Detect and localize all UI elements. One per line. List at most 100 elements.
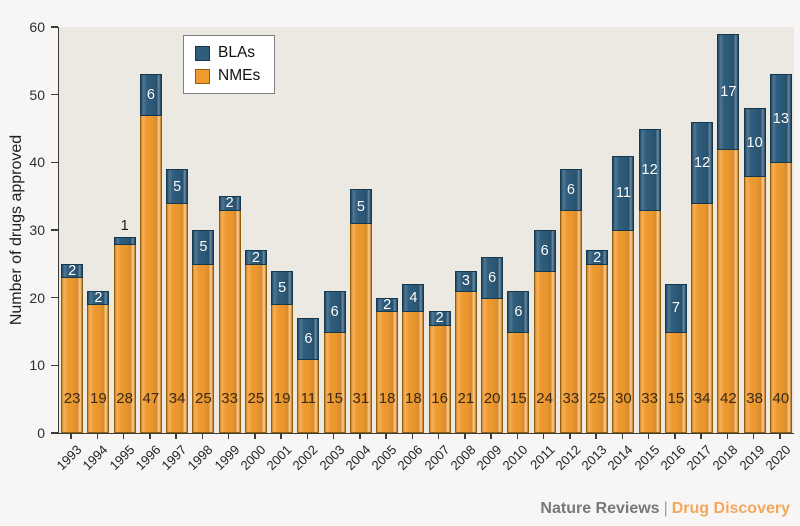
bar-1997-nme-segment [166, 202, 189, 433]
bar-2011-nme-segment [533, 270, 556, 433]
x-tick-1994 [96, 434, 99, 439]
bar-2006-bla-value: 4 [409, 290, 418, 307]
bar-2015-nme-value: 33 [641, 390, 658, 407]
bar-1997-bla-segment [166, 169, 189, 204]
bar-2018-bla-value: 17 [720, 83, 737, 100]
y-tick-50 [51, 93, 58, 96]
bar-2015-bla-segment [638, 128, 661, 211]
bar-2013-nme-segment [586, 263, 609, 433]
legend: BLAs NMEs [183, 35, 276, 94]
bar-2005-nme-segment [376, 311, 399, 433]
x-tick-2011 [542, 434, 545, 439]
bar-1998-bla-segment [192, 230, 215, 265]
bar-1995-bla-value: 1 [120, 217, 129, 234]
bar-2014-nme-segment [612, 230, 635, 433]
x-tick-2019 [752, 434, 755, 439]
x-tick-label-1994: 1994 [79, 442, 111, 474]
bar-1994-nme-segment [87, 304, 110, 433]
bar-1994-nme-value: 19 [90, 390, 107, 407]
y-tick-10 [51, 364, 58, 367]
x-tick-label-2000: 2000 [237, 442, 269, 474]
x-tick-label-2002: 2002 [289, 442, 321, 474]
x-tick-label-1995: 1995 [106, 442, 138, 474]
x-tick-2020 [779, 434, 781, 439]
bar-2009-nme-value: 20 [483, 390, 501, 407]
bar-2001-nme-value: 19 [273, 390, 291, 407]
y-tick-30 [51, 229, 58, 231]
bar-2011-bla-value: 6 [540, 242, 549, 259]
bar-2005-bla-value: 2 [383, 296, 392, 313]
x-tick-2018 [726, 434, 729, 439]
legend-item-blas: BLAs [195, 44, 260, 62]
bar-1999-nme-segment [218, 209, 241, 433]
bar-1997-bla-value: 5 [173, 178, 182, 195]
bar-2020-nme-segment [769, 162, 792, 433]
bar-2006-nme-segment [402, 311, 425, 433]
bar-2001-bla-value: 5 [278, 280, 287, 297]
x-tick-2014 [621, 434, 624, 439]
bar-2017-nme-segment [691, 202, 714, 433]
x-tick-label-2020: 2020 [762, 442, 794, 474]
legend-label-blas: BLAs [218, 44, 256, 61]
x-tick-label-2018: 2018 [709, 442, 741, 474]
bar-2005-nme-value: 18 [378, 390, 396, 407]
bar-1997-nme-value: 34 [168, 390, 186, 407]
bar-2000-nme-value: 25 [247, 390, 265, 407]
legend-label-nmes: NMEs [218, 67, 261, 84]
bar-2018-nme-value: 42 [720, 390, 737, 407]
x-tick-2013 [595, 434, 597, 439]
y-tick-label-40: 40 [29, 154, 45, 171]
x-tick-label-1998: 1998 [184, 442, 216, 474]
bar-1996-bla-value: 6 [146, 87, 155, 104]
y-tick-label-10: 10 [29, 357, 45, 374]
bar-2012-bla-value: 6 [566, 181, 575, 198]
bars-layer: 23 2 19 2 28 1 47 6 34 5 25 5 33 2 25 2 19 5 11 6 15 6 31 5 18 2 1… [59, 27, 794, 433]
y-axis: 0 10 20 30 40 50 60 [0, 19, 58, 441]
x-tick-label-2012: 2012 [552, 442, 584, 474]
bar-2017-bla-segment [691, 121, 714, 204]
bar-1996-bla-segment [139, 74, 162, 116]
x-tick-label-1999: 1999 [211, 442, 243, 474]
bar-1994-bla-value: 2 [94, 290, 103, 307]
bar-2012-nme-segment [559, 209, 582, 433]
x-tick-1996 [149, 434, 151, 439]
bar-2006-bla-segment [402, 284, 425, 313]
x-tick-2015 [647, 434, 650, 439]
bar-1998-nme-value: 25 [195, 390, 212, 407]
bar-2014-bla-value: 11 [615, 185, 631, 202]
bar-1998-nme-segment [192, 263, 215, 433]
bar-2015-bla-value: 12 [641, 161, 658, 178]
bar-2010-nme-value: 15 [510, 390, 527, 407]
x-tick-1993 [70, 434, 72, 439]
bar-2002-bla-segment [297, 317, 320, 360]
x-tick-2010 [516, 434, 519, 439]
x-tick-2007 [437, 434, 440, 439]
legend-item-nmes: NMEs [195, 67, 260, 85]
x-tick-label-2015: 2015 [631, 442, 663, 474]
x-tick-2002 [306, 434, 309, 439]
bar-2000-bla-value: 2 [251, 249, 260, 266]
y-tick-label-50: 50 [29, 86, 45, 103]
bar-2010-bla-segment [507, 290, 530, 333]
bar-2016-bla-segment [664, 284, 687, 333]
x-tick-label-2011: 2011 [526, 442, 558, 473]
x-tick-label-2005: 2005 [368, 442, 400, 474]
x-tick-label-2013: 2013 [578, 442, 610, 474]
bar-2006-nme-value: 18 [405, 390, 422, 407]
x-tick-2003 [332, 434, 335, 439]
y-tick-label-30: 30 [29, 222, 45, 238]
bar-2019-nme-value: 38 [746, 390, 763, 407]
x-tick-2017 [700, 434, 702, 439]
x-tick-2006 [411, 434, 414, 439]
bar-2001-bla-segment [271, 270, 294, 306]
bar-1996-nme-segment [139, 114, 162, 433]
y-tick-label-20: 20 [29, 289, 45, 306]
bar-2020-bla-segment [769, 74, 792, 164]
bar-2018-bla-segment [717, 33, 740, 150]
bar-2019-nme-segment [743, 175, 766, 433]
bar-2000-bla-segment [244, 250, 267, 265]
bar-2004-bla-segment [349, 189, 372, 225]
x-tick-label-2016: 2016 [657, 442, 689, 474]
bar-2007-nme-segment [428, 324, 451, 433]
